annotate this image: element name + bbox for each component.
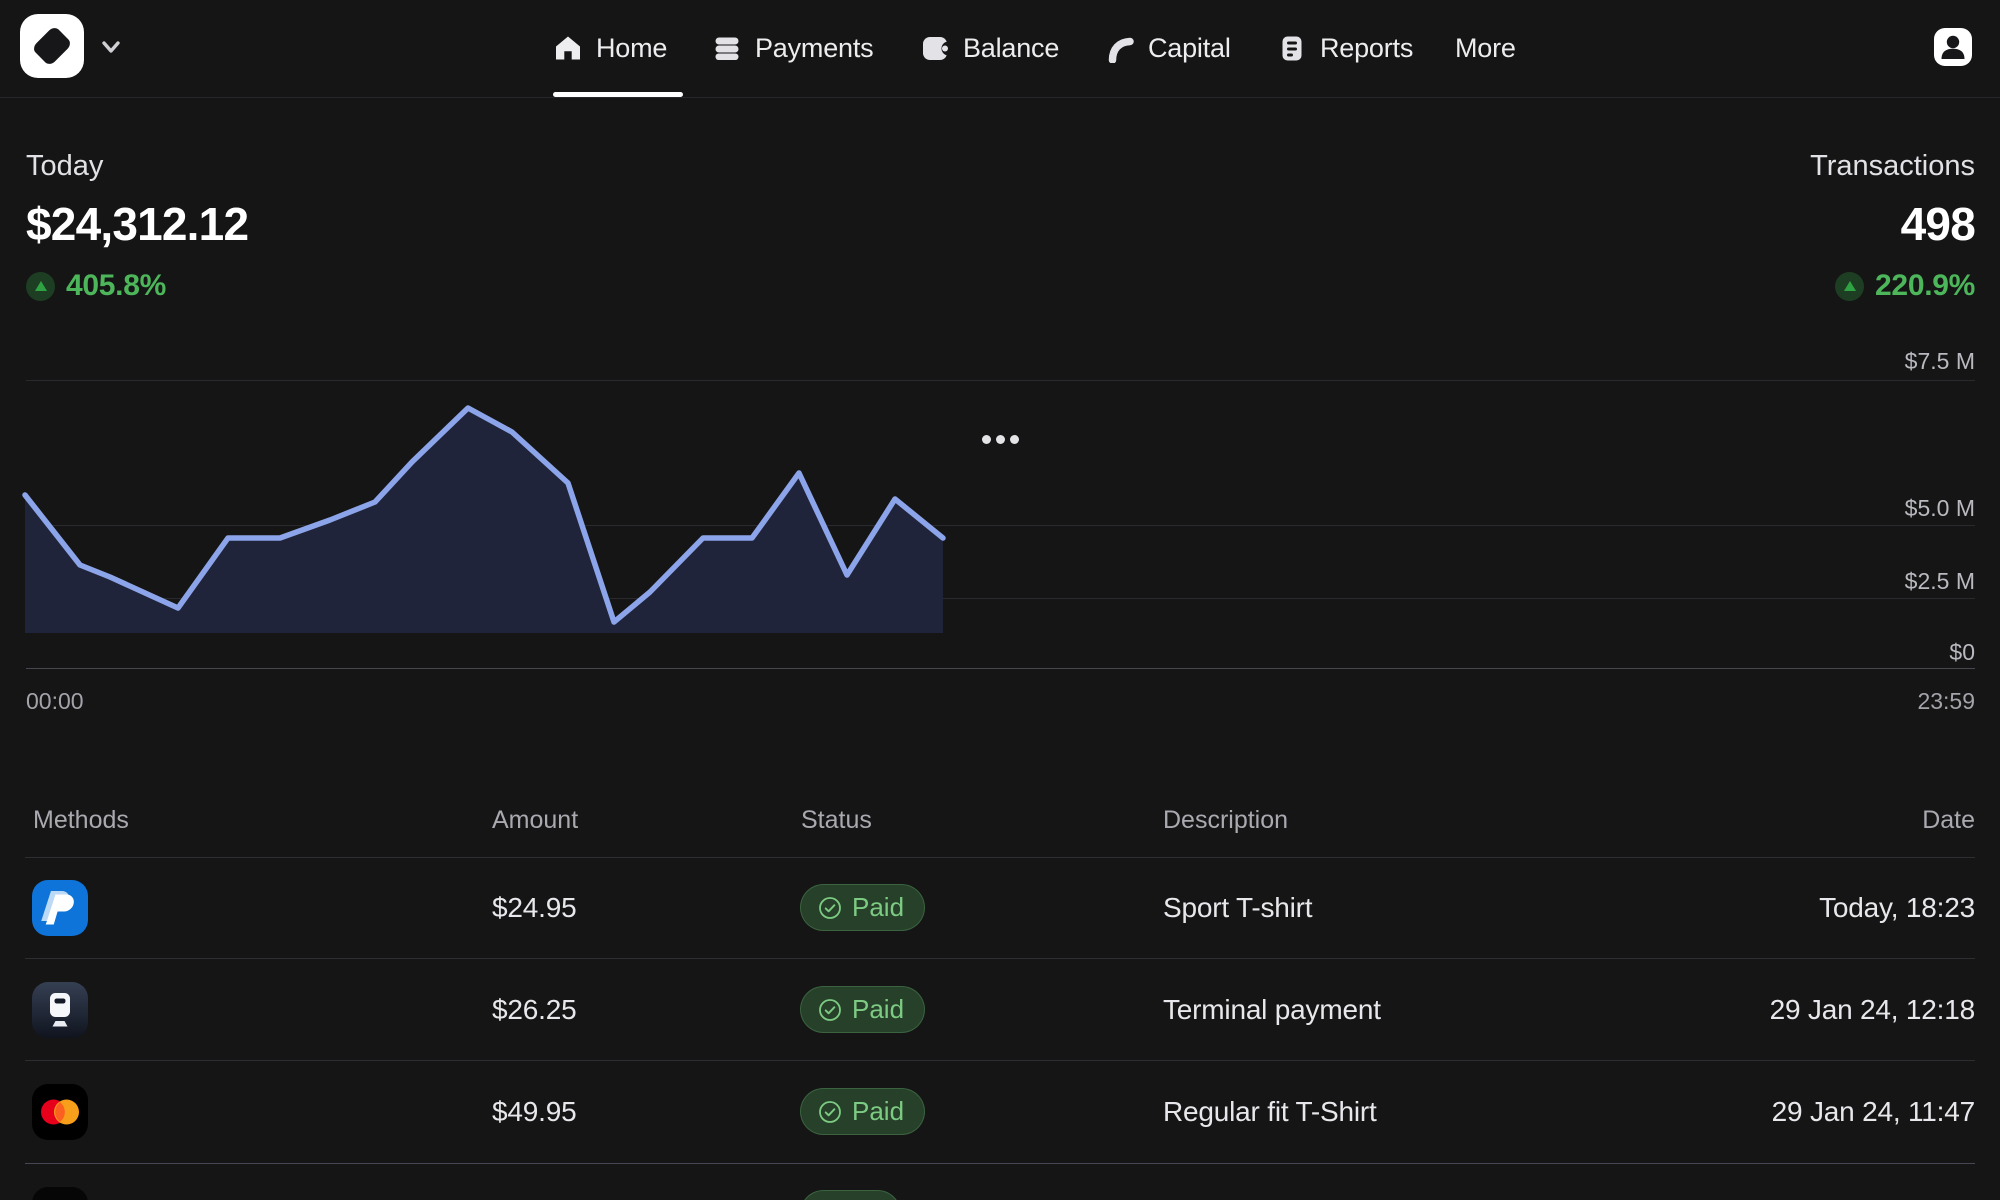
status-badge: Paid (800, 1088, 926, 1135)
table-row[interactable]: $24.95 Paid Sport T-shirt Today, 18:23 (0, 858, 2000, 959)
tab-home-label: Home (596, 32, 668, 63)
row-description: Regular fit T-Shirt (1163, 1096, 1377, 1127)
terminal-icon (32, 982, 88, 1038)
gridline-7-5m (26, 380, 1975, 381)
trend-up-icon (1835, 271, 1865, 301)
user-avatar-button[interactable] (1934, 28, 1972, 66)
tab-more[interactable]: More (1455, 0, 1516, 96)
row-date: 29 Jan 24, 11:47 (1771, 1096, 1976, 1127)
row-amount: $26.25 (492, 994, 577, 1025)
active-tab-indicator (553, 92, 683, 97)
row-date: 29 Jan 24, 12:18 (1769, 994, 1976, 1025)
stat-today-change: 405.8% (26, 269, 248, 303)
tab-balance-label: Balance (963, 32, 1060, 63)
ellipsis-icon (982, 435, 1019, 444)
y-tick-0: $0 (1949, 639, 1975, 665)
y-tick-2-5m: $2.5 M (1904, 568, 1975, 594)
col-header-methods: Methods (33, 806, 129, 834)
col-header-description: Description (1163, 806, 1289, 834)
tab-balance[interactable]: Balance (920, 0, 1059, 96)
stat-today-label: Today (26, 150, 104, 182)
table-divider (25, 958, 1975, 959)
gridline-5-0m (26, 525, 1975, 526)
row-amount: $49.95 (492, 1096, 577, 1127)
table-divider (25, 1163, 1975, 1164)
status-badge (800, 1190, 901, 1200)
paypal-icon (32, 880, 88, 936)
col-header-date: Date (1922, 806, 1975, 834)
stat-today: Today $24,312.12 405.8% (26, 150, 249, 303)
tab-more-label: More (1455, 32, 1516, 63)
gridline-2-5m (26, 598, 1975, 599)
tab-capital-label: Capital (1148, 32, 1231, 63)
person-icon (1941, 35, 1965, 59)
row-description: Terminal payment (1163, 994, 1381, 1025)
top-nav: Home Payments Balance (0, 0, 2000, 98)
check-circle-icon (819, 998, 841, 1021)
stat-transactions-change: 220.9% (1810, 269, 1975, 303)
table-divider (25, 857, 1975, 858)
chevron-down-icon[interactable] (94, 30, 128, 64)
chart-line (22, 405, 946, 625)
gridline-0 (26, 668, 1975, 669)
tab-capital[interactable]: Capital (1105, 0, 1231, 96)
y-tick-5-0m: $5.0 M (1904, 495, 1975, 521)
col-header-status: Status (801, 806, 872, 834)
x-tick-start: 00:00 (26, 688, 84, 714)
logo-button[interactable] (20, 14, 84, 78)
stat-transactions-label: Transactions (1810, 150, 1975, 182)
table-row[interactable]: $49.95 Paid Regular fit T-Shirt 29 Jan 2… (0, 1062, 2000, 1163)
col-header-amount: Amount (492, 806, 579, 834)
home-icon (553, 33, 583, 63)
stat-transactions: Transactions 498 220.9% (1810, 150, 1976, 303)
capital-swoosh-icon (1105, 33, 1135, 63)
tab-reports[interactable]: Reports (1277, 0, 1413, 96)
table-divider (25, 1060, 1975, 1061)
x-tick-end: 23:59 (1917, 688, 1975, 714)
row-amount: $24.95 (492, 892, 577, 923)
tab-payments[interactable]: Payments (712, 0, 874, 96)
trend-up-icon (26, 271, 55, 301)
stat-transactions-value: 498 (1900, 198, 1976, 250)
tab-reports-label: Reports (1320, 32, 1414, 63)
diamond-logo-icon (31, 25, 73, 67)
row-description: Sport T-shirt (1163, 892, 1313, 923)
wallet-icon (920, 33, 950, 63)
card-icon (32, 1187, 88, 1200)
coin-stack-icon (712, 33, 742, 63)
table-row[interactable] (0, 1164, 2000, 1200)
check-circle-icon (819, 1100, 841, 1123)
y-tick-7-5m: $7.5 M (1904, 348, 1975, 374)
stat-today-value: $24,312.12 (26, 198, 249, 250)
tab-payments-label: Payments (755, 32, 874, 63)
status-badge: Paid (800, 986, 926, 1033)
mastercard-icon (32, 1084, 88, 1140)
table-row[interactable]: $26.25 Paid Terminal payment 29 Jan 24, … (0, 960, 2000, 1061)
chart-area (25, 408, 943, 633)
status-badge: Paid (800, 884, 926, 931)
check-circle-icon (819, 896, 841, 919)
tab-home[interactable]: Home (553, 0, 667, 96)
clipboard-icon (1277, 33, 1307, 63)
row-date: Today, 18:23 (1819, 892, 1975, 923)
